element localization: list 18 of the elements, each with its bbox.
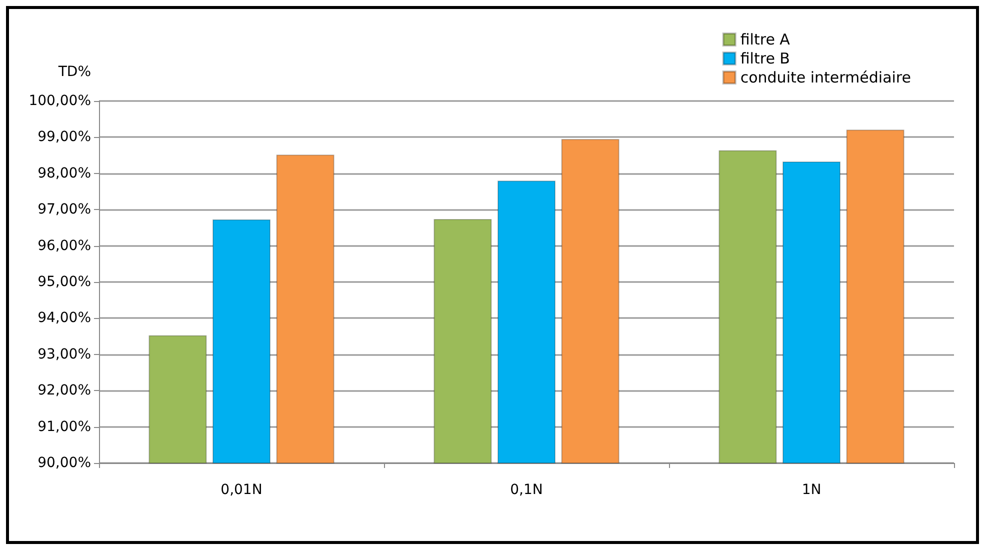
y-tick-label: 97,00% xyxy=(38,202,91,218)
y-tick-label: 90,00% xyxy=(38,455,91,471)
y-tick-label: 92,00% xyxy=(38,382,91,399)
legend-label: filtre A xyxy=(740,30,791,48)
y-tick-label: 100,00% xyxy=(28,93,91,109)
x-tick-label: 1N xyxy=(802,482,822,498)
y-tick-label: 95,00% xyxy=(38,274,91,290)
y-tick-label: 96,00% xyxy=(38,238,91,254)
y-tick-label: 91,00% xyxy=(38,418,91,435)
legend-label: conduite intermédiaire xyxy=(740,68,912,86)
y-tick-label: 94,00% xyxy=(38,310,91,326)
y-tick-label: 99,00% xyxy=(38,129,91,146)
y-axis-title: TD% xyxy=(57,64,91,80)
y-tick-label: 98,00% xyxy=(38,165,91,182)
legend-label: filtre B xyxy=(740,50,790,68)
x-tick-label: 0,1N xyxy=(510,482,543,498)
y-tick-label: 93,00% xyxy=(38,346,91,362)
x-tick-label: 0,01N xyxy=(220,482,262,498)
